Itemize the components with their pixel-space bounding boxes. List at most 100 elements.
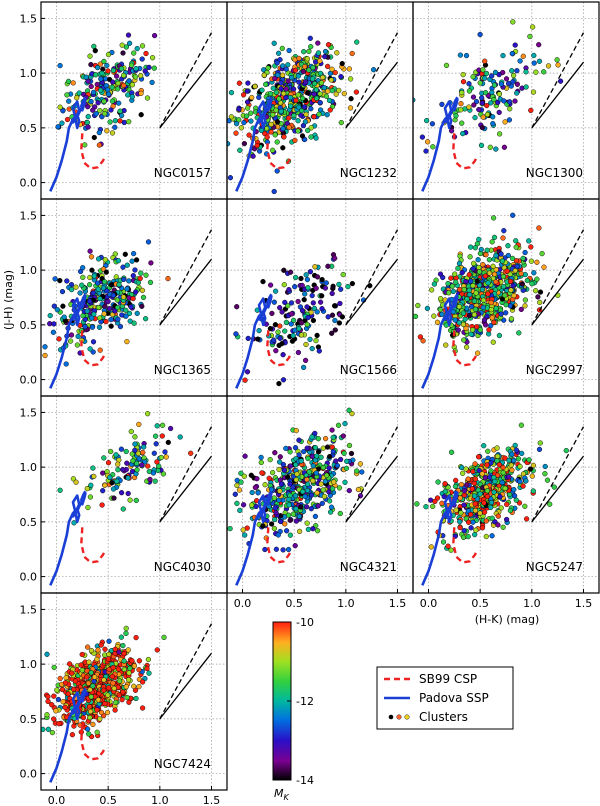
cluster-point <box>316 348 322 354</box>
cluster-point <box>308 134 314 140</box>
cluster-point <box>282 328 288 334</box>
cluster-point <box>105 656 112 662</box>
panel-label: NGC0157 <box>154 166 211 180</box>
cluster-point <box>299 133 306 139</box>
cluster-point <box>468 278 474 284</box>
cluster-point <box>536 58 543 64</box>
cluster-point <box>102 700 108 707</box>
cluster-point <box>77 290 83 296</box>
cluster-point <box>248 118 254 124</box>
cluster-point <box>470 94 477 100</box>
cluster-point <box>308 44 314 50</box>
cluster-point <box>41 726 46 733</box>
cluster-point <box>509 68 515 74</box>
cluster-point <box>124 694 130 701</box>
cluster-point <box>500 470 506 476</box>
cluster-point <box>359 469 365 475</box>
x-tick-label: 1.5 <box>575 597 593 610</box>
cluster-point <box>287 481 293 487</box>
cluster-point <box>91 43 97 50</box>
cluster-point <box>469 327 476 333</box>
cluster-point <box>51 303 57 309</box>
cluster-point <box>471 298 478 304</box>
cluster-point <box>134 310 140 317</box>
cluster-point <box>485 280 491 286</box>
cluster-point <box>151 65 157 71</box>
cluster-point <box>460 534 467 540</box>
cluster-point <box>293 518 300 524</box>
cluster-point <box>313 285 319 291</box>
cluster-point <box>523 478 529 484</box>
cluster-point <box>101 311 107 317</box>
cluster-point <box>302 357 309 364</box>
cluster-point <box>267 456 273 463</box>
cluster-point <box>64 116 71 123</box>
y-tick-label: 1.5 <box>20 12 38 25</box>
cluster-point <box>452 483 459 490</box>
cluster-point <box>293 462 299 468</box>
cluster-point <box>496 332 503 339</box>
cluster-point <box>94 280 101 286</box>
cluster-point <box>89 324 96 330</box>
cluster-point <box>120 50 126 56</box>
cluster-point <box>51 321 57 327</box>
reddening-vector-solid <box>159 258 213 326</box>
cluster-point <box>31 691 36 696</box>
cluster-point <box>309 434 315 440</box>
cluster-point <box>254 142 260 149</box>
cluster-point <box>428 287 435 293</box>
cluster-point <box>310 64 316 71</box>
cluster-point <box>302 291 308 297</box>
cluster-point <box>79 651 85 658</box>
y-tick-label: 1.5 <box>20 603 38 616</box>
cluster-point <box>112 124 118 130</box>
cluster-point <box>408 549 413 554</box>
cluster-point <box>482 322 489 328</box>
cluster-point <box>331 479 337 485</box>
cluster-point <box>542 463 548 470</box>
cluster-point <box>72 678 79 684</box>
cluster-point <box>134 45 140 52</box>
cluster-point <box>308 492 315 498</box>
cluster-point <box>337 510 343 517</box>
cluster-point <box>541 69 547 75</box>
cluster-point <box>57 62 63 69</box>
cluster-point <box>151 32 158 39</box>
cluster-point <box>110 664 116 671</box>
cluster-point <box>310 300 316 306</box>
cluster-point <box>118 490 125 496</box>
cluster-point <box>88 670 94 676</box>
cluster-point <box>71 686 77 692</box>
cluster-point <box>482 89 489 96</box>
cluster-point <box>287 492 293 499</box>
cluster-point <box>338 286 344 292</box>
cluster-point <box>86 659 92 665</box>
cluster-point <box>457 52 464 58</box>
cluster-point <box>452 317 458 323</box>
cluster-point <box>270 85 276 91</box>
cluster-point <box>124 338 130 345</box>
cluster-point <box>97 87 104 93</box>
cluster-point <box>84 485 90 492</box>
cluster-point <box>53 708 59 714</box>
cluster-point <box>354 39 360 45</box>
cluster-point <box>118 446 125 452</box>
cluster-point <box>514 263 520 270</box>
cluster-point <box>458 101 464 107</box>
cluster-point <box>104 87 111 93</box>
cluster-point <box>165 275 171 282</box>
cluster-point <box>154 647 160 653</box>
cluster-point <box>332 69 338 76</box>
cluster-point <box>336 87 342 94</box>
cluster-point <box>139 679 146 685</box>
cluster-point <box>106 305 113 312</box>
cluster-point <box>272 505 278 511</box>
cluster-point <box>434 319 441 325</box>
cluster-point <box>285 512 292 518</box>
cluster-point <box>139 43 146 49</box>
cluster-point <box>304 476 310 483</box>
cluster-point <box>502 119 508 125</box>
cluster-point <box>304 445 310 451</box>
cluster-point <box>95 100 101 106</box>
cluster-point <box>439 311 445 317</box>
